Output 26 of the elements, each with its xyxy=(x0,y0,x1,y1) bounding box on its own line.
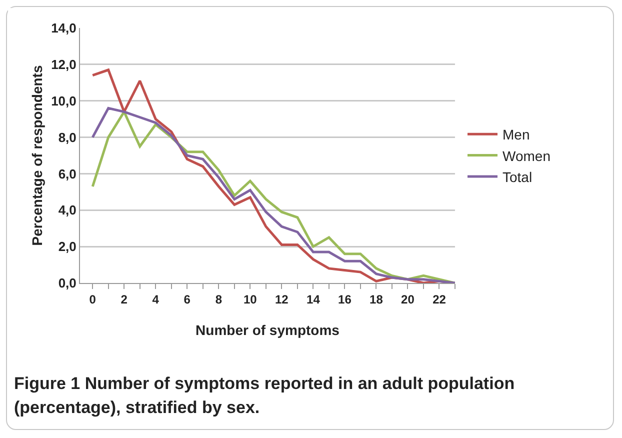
x-tick-label: 8 xyxy=(215,292,222,306)
y-axis-title: Percentage of respondents xyxy=(29,65,45,246)
x-tick-label: 0 xyxy=(89,292,96,306)
y-tick-label: 4,0 xyxy=(58,202,76,218)
y-tick-label: 8,0 xyxy=(58,130,76,145)
x-tick-label: 10 xyxy=(243,292,258,306)
y-tick-label: 12,0 xyxy=(51,56,76,72)
x-tick-label: 18 xyxy=(370,292,384,306)
x-tick-label: 4 xyxy=(152,292,160,306)
y-tick-label: 6,0 xyxy=(58,166,76,182)
y-tick-label: 0,0 xyxy=(58,276,76,291)
x-tick-label: 16 xyxy=(338,292,352,306)
legend-label: Total xyxy=(502,168,532,185)
x-tick-label: 22 xyxy=(432,292,446,306)
x-axis-title: Number of symptoms xyxy=(196,322,340,338)
y-tick-label: 2,0 xyxy=(58,239,76,254)
x-tick-label: 2 xyxy=(120,292,128,306)
legend-label: Women xyxy=(502,148,550,164)
legend-label: Men xyxy=(502,126,530,143)
x-tick-label: 20 xyxy=(401,292,415,306)
y-tick-label: 14,0 xyxy=(51,20,76,36)
y-tick-label: 10,0 xyxy=(51,93,76,108)
x-tick-label: 14 xyxy=(306,292,320,306)
x-tick-label: 12 xyxy=(275,292,289,306)
caption: Figure 1 Number of symptoms reported in an adult population (percentage), stratified by sex. xyxy=(14,373,516,419)
x-tick-label: 6 xyxy=(184,292,191,306)
